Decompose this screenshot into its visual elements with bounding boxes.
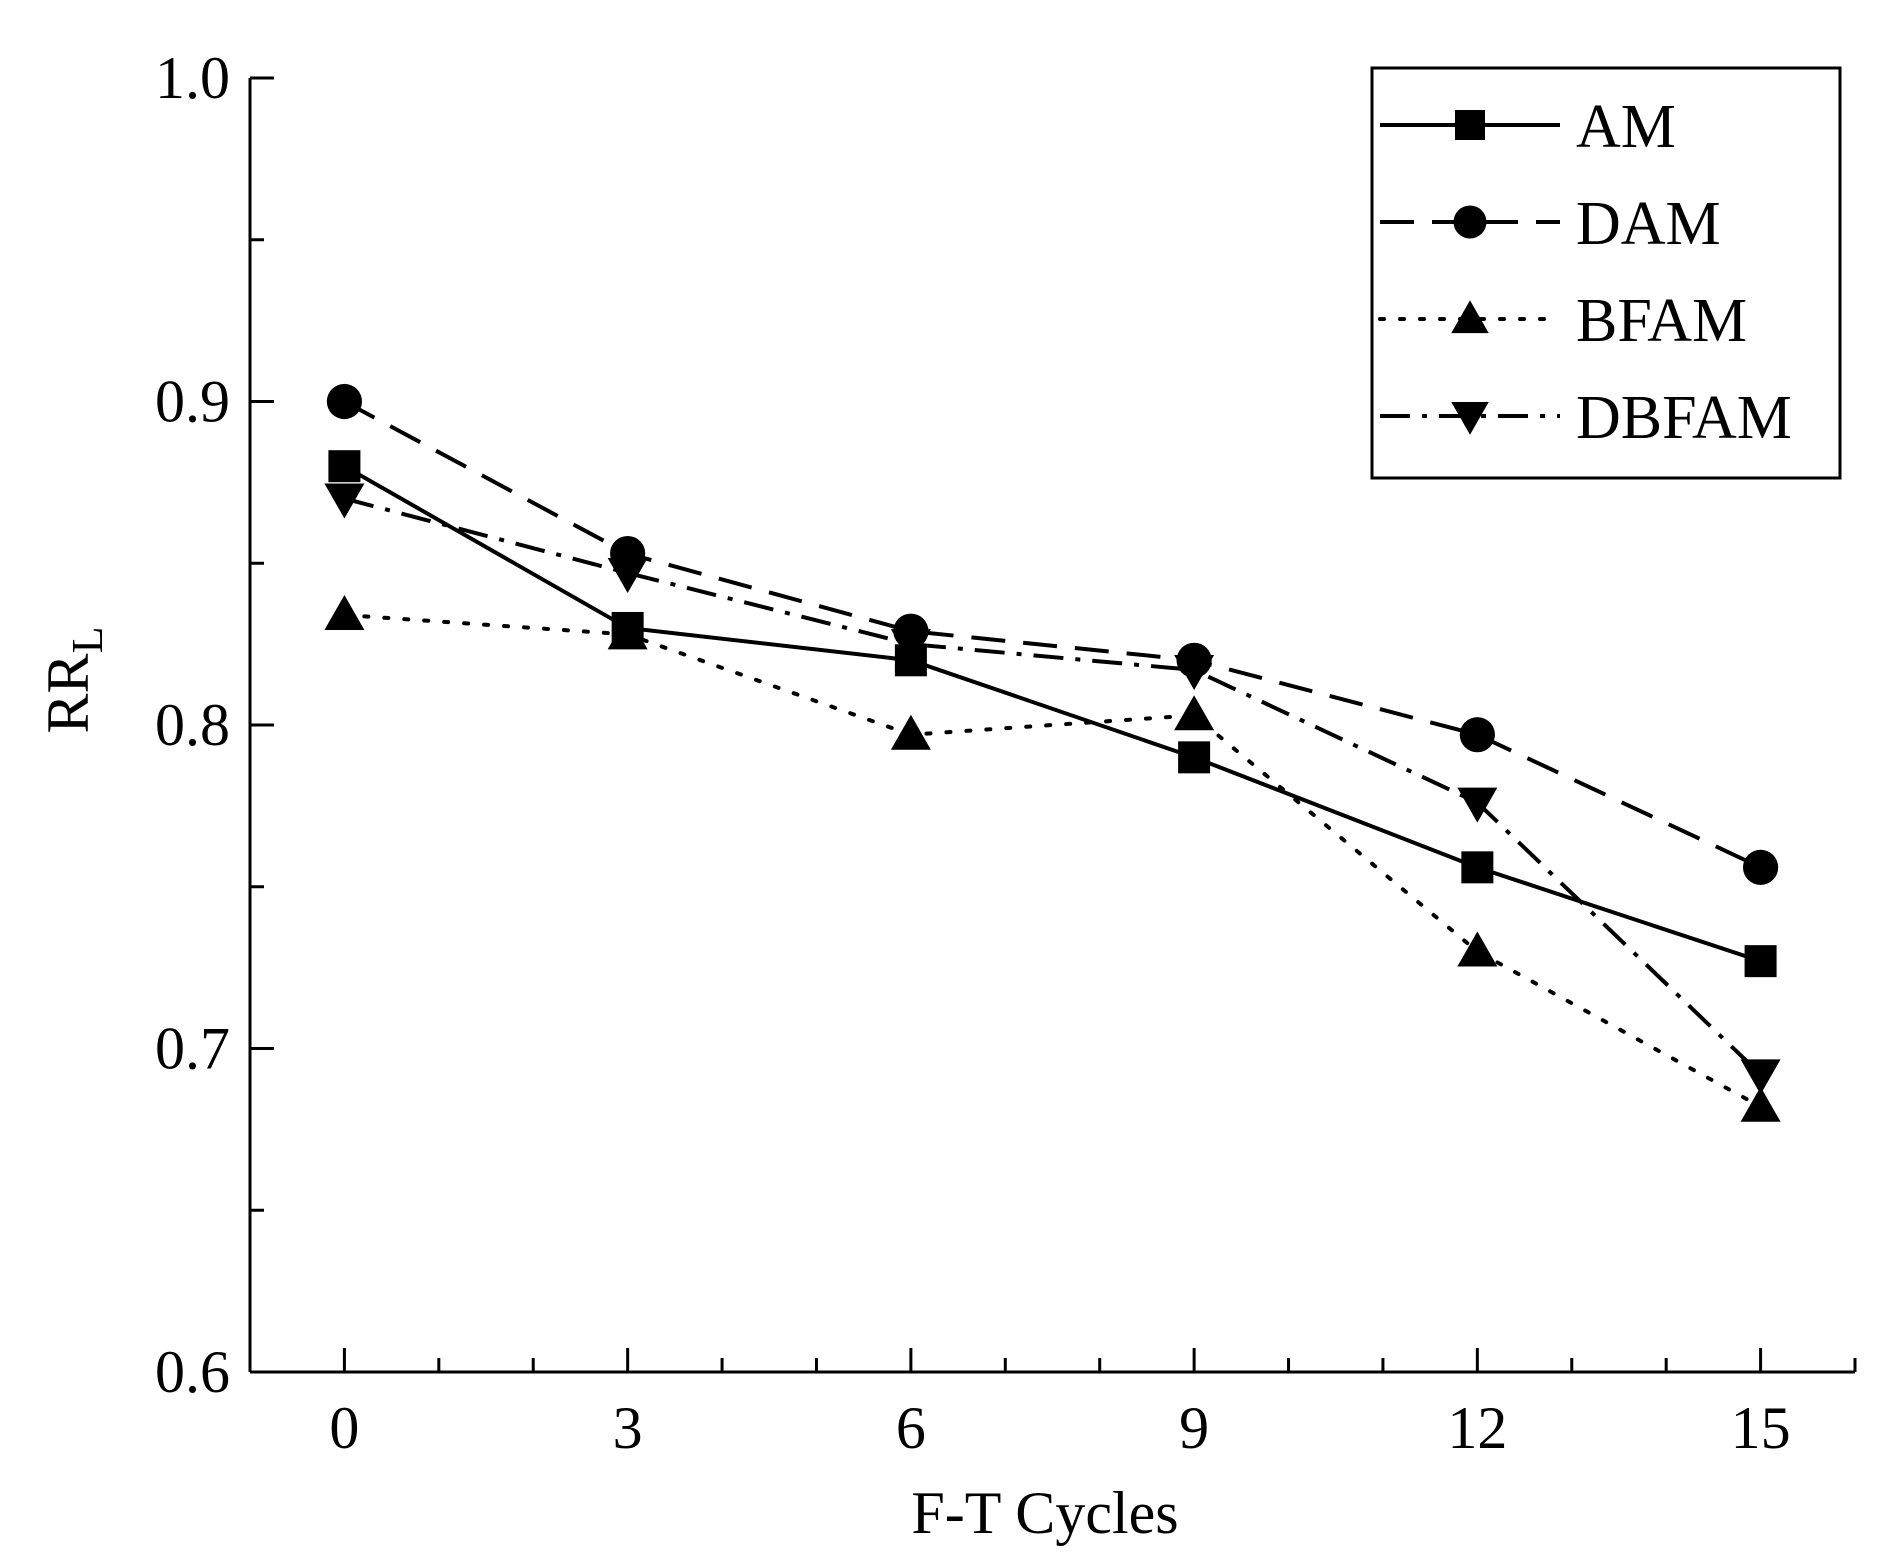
legend-label-dbfam: DBFAM	[1576, 384, 1792, 452]
y-tick-label: 0.7	[155, 1016, 230, 1082]
data-point-bfam	[890, 714, 931, 750]
series-am	[328, 450, 1777, 978]
data-point-dbfam	[324, 483, 365, 519]
data-point-dbfam	[607, 557, 648, 593]
data-point-dbfam	[1174, 655, 1215, 691]
x-tick-label: 6	[896, 1395, 926, 1461]
series-bfam	[324, 595, 1781, 1122]
x-axis-title: F-T Cycles	[911, 1480, 1178, 1546]
x-tick-label: 9	[1179, 1395, 1209, 1461]
x-tick-label: 0	[329, 1395, 359, 1461]
legend-marker-bfam	[1451, 300, 1489, 334]
series-line-bfam	[342, 613, 1763, 1109]
data-point-am	[328, 450, 361, 483]
series-dam	[326, 383, 1779, 885]
data-point-bfam	[1457, 931, 1498, 967]
legend-label-dam: DAM	[1576, 190, 1721, 258]
y-axis-title-subscript: L	[63, 627, 112, 654]
legend-marker-dbfam	[1451, 401, 1489, 435]
x-tick-label: 12	[1447, 1395, 1507, 1461]
data-point-dbfam	[890, 629, 931, 665]
y-tick-label: 0.6	[155, 1339, 230, 1405]
data-point-dam	[1459, 717, 1495, 753]
data-point-am	[1178, 741, 1211, 774]
series-line-am	[343, 464, 1762, 964]
series-line-dbfam	[343, 496, 1762, 1076]
data-point-bfam	[1174, 695, 1215, 731]
legend-marker-am	[1455, 110, 1485, 140]
data-point-am	[1744, 945, 1777, 978]
data-point-am	[1461, 851, 1494, 884]
data-point-dam	[326, 383, 363, 420]
data-point-bfam	[1740, 1086, 1781, 1122]
legend-label-am: AM	[1576, 93, 1676, 161]
data-point-bfam	[607, 614, 648, 650]
legend: AM DAM BFAM DBFAM	[1370, 66, 1842, 480]
legend-box	[1370, 66, 1842, 480]
y-axis-title: RRL	[35, 627, 112, 734]
x-tick-label: 15	[1731, 1395, 1791, 1461]
data-point-bfam	[324, 595, 365, 631]
y-tick-label: 0.9	[155, 369, 230, 435]
data-point-dbfam	[1457, 787, 1498, 823]
y-tick-label: 0.8	[155, 692, 230, 758]
data-point-dbfam	[1740, 1059, 1781, 1095]
axes: 0.6 0.7 0.8 0.9 1.0 0 3 6 9 12 15	[155, 45, 1857, 1461]
y-axis-title-main: RR	[35, 653, 101, 733]
x-tick-label: 3	[613, 1395, 643, 1461]
legend-label-bfam: BFAM	[1576, 287, 1747, 355]
series-line-dam	[343, 399, 1762, 870]
y-tick-label: 1.0	[155, 45, 230, 111]
series-dbfam	[324, 483, 1781, 1095]
legend-marker-dam	[1453, 205, 1487, 239]
plot-area	[324, 383, 1781, 1122]
data-point-dam	[1742, 849, 1779, 885]
